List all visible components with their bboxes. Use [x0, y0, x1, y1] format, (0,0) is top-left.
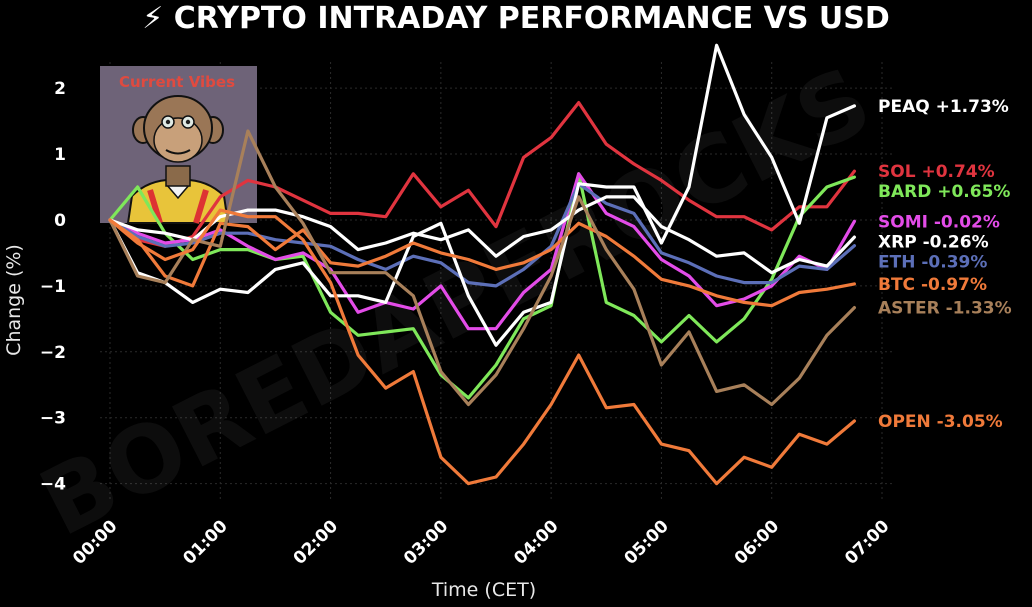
end-label-btc: BTC -0.97%: [878, 275, 987, 295]
y-tick-label: −4: [40, 475, 66, 495]
x-tick-label: 04:00: [510, 516, 563, 569]
x-axis-label: Time (CET): [431, 579, 536, 601]
y-tick-label: −3: [40, 409, 66, 429]
y-axis-ticks: 2 1 0 −1 −2 −3 −4: [40, 79, 66, 494]
end-label-sol: SOL +0.74%: [878, 162, 995, 182]
end-label-eth: ETH -0.39%: [878, 252, 987, 272]
x-tick-label: 06:00: [731, 516, 784, 569]
inset-image: Current Vibes: [100, 66, 257, 224]
end-label-open: OPEN -3.05%: [878, 412, 1003, 432]
series-line-btc: [108, 218, 857, 308]
x-tick-label: 03:00: [400, 516, 453, 569]
series-line-bard: [108, 172, 857, 400]
x-tick-label: 02:00: [290, 516, 343, 569]
end-label-xrp: XRP -0.26%: [878, 232, 989, 252]
y-tick-label: −1: [40, 277, 66, 297]
inset-caption: Current Vibes: [119, 73, 235, 91]
bored-ape-icon: [126, 95, 230, 224]
y-tick-label: 1: [54, 145, 66, 165]
y-tick-label: 0: [54, 211, 66, 231]
y-tick-label: −2: [40, 343, 66, 363]
series-line-aster: [108, 129, 857, 407]
end-labels: PEAQ +1.73% SOL +0.74%BARD +0.65% SOMI -0.…: [878, 97, 1012, 432]
series-lines: [108, 43, 857, 486]
x-axis-ticks: 00:00 01:00 02:00 03:00 04:00 05:00 06:00 07:00: [69, 516, 894, 569]
end-label-somi: SOMI -0.02%: [878, 212, 1000, 232]
x-tick-label: 01:00: [179, 516, 232, 569]
end-label-peaq: PEAQ +1.73%: [878, 97, 1009, 117]
x-tick-label: 07:00: [841, 516, 894, 569]
chart-title: ⚡ CRYPTO INTRADAY PERFORMANCE VS USD: [142, 1, 890, 36]
end-label-aster: ASTER -1.33%: [878, 299, 1012, 319]
y-axis-label: Change (%): [3, 244, 25, 356]
series-line-eth: [108, 182, 857, 288]
series-line-open: [108, 208, 857, 486]
y-tick-label: 2: [54, 79, 66, 99]
series-line-somi: [108, 172, 857, 331]
x-tick-label: 05:00: [621, 516, 674, 569]
end-label-bard: BARD +0.65%: [878, 182, 1010, 202]
series-line-peaq: [108, 43, 857, 347]
